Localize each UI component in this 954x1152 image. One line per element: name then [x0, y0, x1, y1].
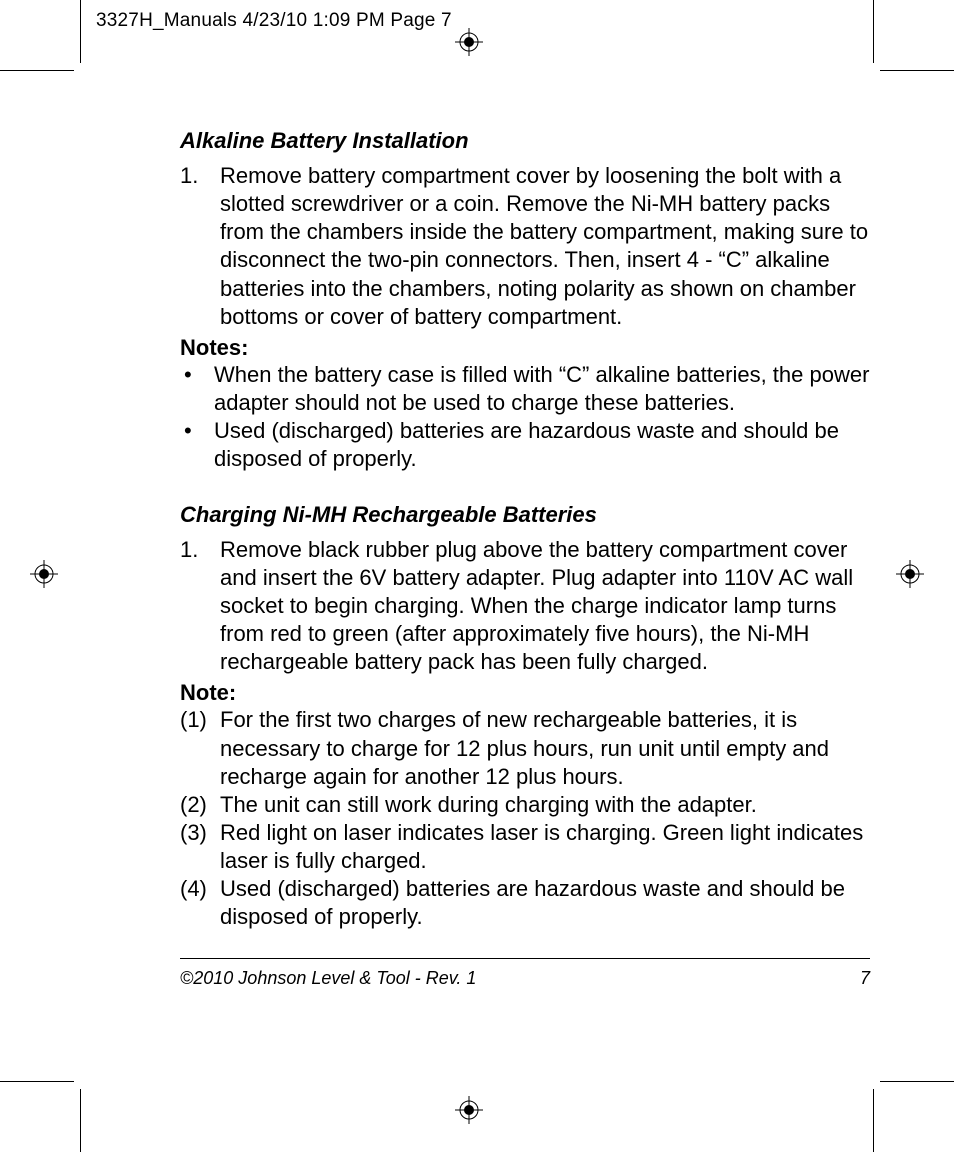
- item-text: Remove battery compartment cover by loos…: [220, 162, 870, 331]
- item-text: Remove black rubber plug above the batte…: [220, 536, 870, 677]
- notes-label: Notes:: [180, 335, 870, 361]
- item-text: For the first two charges of new recharg…: [220, 706, 870, 790]
- list-item: (1) For the first two charges of new rec…: [180, 706, 870, 790]
- registration-mark-icon: [455, 28, 483, 56]
- page-content: Alkaline Battery Installation 1. Remove …: [180, 128, 870, 932]
- crop-mark: [80, 1089, 81, 1152]
- item-text: When the battery case is filled with “C”…: [214, 361, 870, 417]
- list-item: (2) The unit can still work during charg…: [180, 791, 870, 819]
- crop-mark: [0, 1081, 74, 1082]
- list-item: (4) Used (discharged) batteries are haza…: [180, 875, 870, 931]
- section-heading-charging: Charging Ni-MH Rechargeable Batteries: [180, 502, 870, 528]
- item-text: Red light on laser indicates laser is ch…: [220, 819, 870, 875]
- footer-rule: [180, 958, 870, 959]
- crop-mark: [880, 1081, 954, 1082]
- page-footer: ©2010 Johnson Level & Tool - Rev. 1 7: [180, 968, 870, 989]
- bullet-icon: •: [180, 417, 214, 473]
- item-number: 1.: [180, 162, 220, 331]
- registration-mark-icon: [896, 560, 924, 588]
- item-text: Used (discharged) batteries are hazardou…: [220, 875, 870, 931]
- page-slug: 3327H_Manuals 4/23/10 1:09 PM Page 7: [96, 10, 452, 32]
- section-heading-alkaline: Alkaline Battery Installation: [180, 128, 870, 154]
- crop-mark: [873, 1089, 874, 1152]
- copyright-text: ©2010 Johnson Level & Tool - Rev. 1: [180, 968, 476, 989]
- item-text: The unit can still work during charging …: [220, 791, 870, 819]
- item-number: (1): [180, 706, 220, 790]
- item-text: Used (discharged) batteries are hazardou…: [214, 417, 870, 473]
- registration-mark-icon: [455, 1096, 483, 1124]
- crop-mark: [873, 0, 874, 63]
- crop-mark: [880, 70, 954, 71]
- crop-mark: [0, 70, 74, 71]
- crop-mark: [80, 0, 81, 63]
- bullet-icon: •: [180, 361, 214, 417]
- page-number: 7: [860, 968, 870, 989]
- item-number: (3): [180, 819, 220, 875]
- item-number: (2): [180, 791, 220, 819]
- note-label: Note:: [180, 680, 870, 706]
- item-number: 1.: [180, 536, 220, 677]
- registration-mark-icon: [30, 560, 58, 588]
- item-number: (4): [180, 875, 220, 931]
- list-item: 1. Remove black rubber plug above the ba…: [180, 536, 870, 677]
- list-item: (3) Red light on laser indicates laser i…: [180, 819, 870, 875]
- list-item: • Used (discharged) batteries are hazard…: [180, 417, 870, 473]
- list-item: • When the battery case is filled with “…: [180, 361, 870, 417]
- list-item: 1. Remove battery compartment cover by l…: [180, 162, 870, 331]
